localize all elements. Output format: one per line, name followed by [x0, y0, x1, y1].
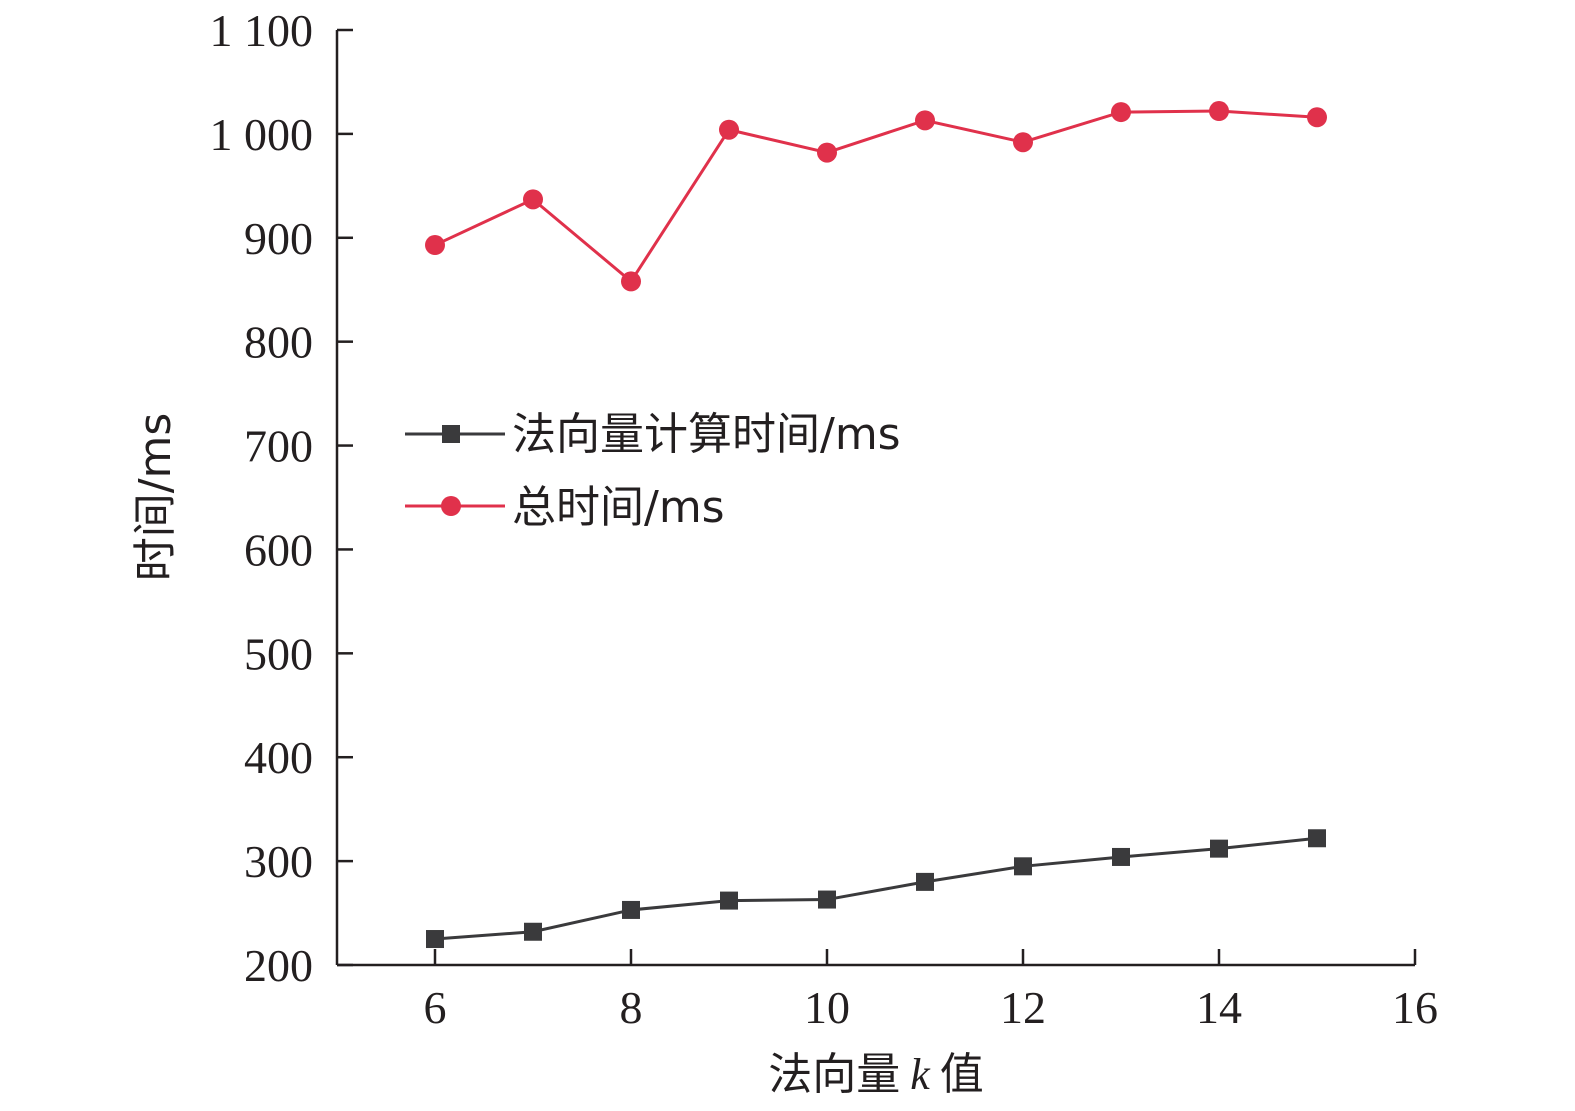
x-axis-ticks: 6 8 10 12 14 16 — [424, 949, 1438, 1033]
y-tick-label: 200 — [244, 940, 313, 991]
data-point-square — [426, 930, 444, 949]
axes — [335, 30, 1415, 967]
data-point-square — [524, 922, 542, 941]
data-point-square — [1112, 847, 1130, 866]
legend-label-total-time: 总时间/ms — [512, 482, 725, 533]
data-point-square — [622, 900, 640, 919]
data-point-circle — [1111, 102, 1131, 123]
series-layer — [425, 101, 1327, 949]
data-point-square — [916, 872, 934, 891]
x-tick-label: 12 — [1000, 982, 1046, 1033]
y-tick-label: 1 100 — [210, 5, 314, 56]
y-tick-label: 300 — [244, 836, 313, 887]
x-tick-label: 10 — [804, 982, 850, 1033]
series-total-time — [425, 101, 1327, 292]
data-point-square — [720, 891, 738, 910]
data-point-circle — [817, 142, 837, 163]
x-tick-label: 16 — [1392, 982, 1438, 1033]
x-axis-label-suffix: 值 — [940, 1049, 984, 1100]
x-tick-label: 6 — [424, 982, 447, 1033]
data-point-circle — [1209, 101, 1229, 122]
data-point-square — [1014, 857, 1032, 876]
y-axis-label: 时间/ms — [130, 413, 181, 582]
data-point-circle — [523, 189, 543, 210]
legend-marker-normal-time — [442, 425, 460, 443]
y-tick-label: 1 000 — [210, 109, 314, 160]
x-axis-label-prefix: 法向量 — [768, 1049, 900, 1100]
x-tick-label: 14 — [1196, 982, 1242, 1033]
legend-label-normal-time: 法向量计算时间/ms — [512, 409, 901, 460]
y-tick-label: 900 — [244, 213, 313, 264]
data-point-circle — [1307, 107, 1327, 128]
x-axis-label: 法向量 k 值 — [768, 1049, 984, 1100]
y-tick-label: 700 — [244, 421, 313, 472]
data-point-circle — [425, 235, 445, 256]
data-point-circle — [915, 110, 935, 131]
y-tick-label: 800 — [244, 317, 313, 368]
data-point-circle — [621, 271, 641, 292]
data-point-circle — [1013, 132, 1033, 153]
series-line — [434, 109, 1318, 284]
legend: 法向量计算时间/ms 总时间/ms — [405, 409, 901, 533]
y-axis-ticks: 200 300 400 500 600 700 800 900 1 000 1 100 — [210, 5, 353, 991]
data-point-square — [818, 890, 836, 909]
y-tick-label: 600 — [244, 524, 313, 575]
y-tick-label: 500 — [244, 628, 313, 679]
x-tick-label: 8 — [620, 982, 643, 1033]
x-axis-label-var: k — [910, 1050, 931, 1099]
series-normal-time — [426, 829, 1326, 949]
legend-marker-total-time — [441, 496, 461, 516]
y-tick-label: 400 — [244, 732, 313, 783]
series-line — [434, 836, 1318, 941]
data-point-circle — [719, 119, 739, 140]
data-point-square — [1210, 839, 1228, 858]
data-point-square — [1308, 829, 1326, 848]
